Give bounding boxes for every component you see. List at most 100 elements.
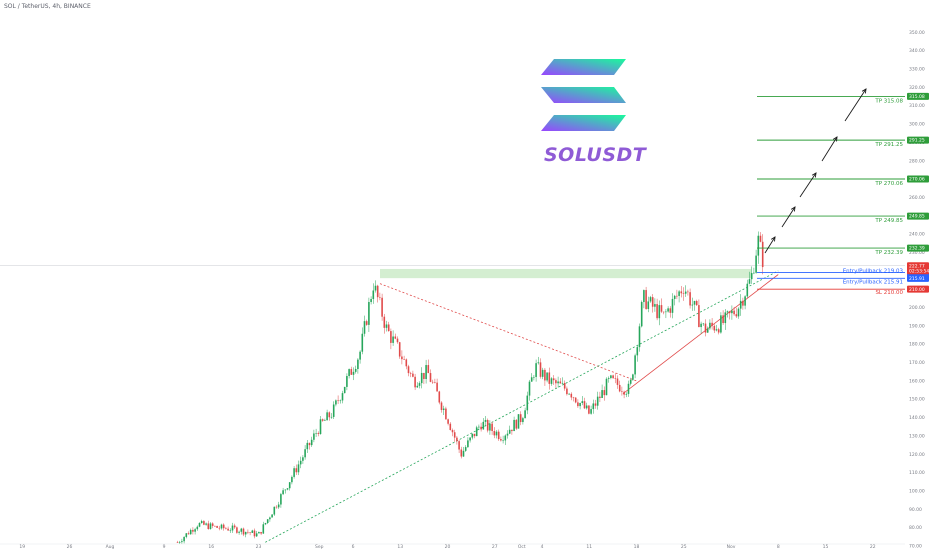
y-tick-label: 340.00 [909,48,925,54]
candle-body [440,402,443,410]
candle-body [319,419,322,434]
candle-body [588,405,590,414]
candle-body [332,404,335,417]
candle-body [275,506,278,508]
candle-body [346,376,348,387]
candle-body [361,333,364,352]
candle-body [530,377,533,382]
x-tick-label: 20 [445,544,451,550]
y-tick-label: 160.00 [909,378,925,384]
x-tick-label: Nov [727,544,736,550]
level-badge-text: 215.91 [909,276,925,282]
brand-title: SOLUSDT [544,144,647,166]
candle-body [607,378,610,379]
candle-body [205,523,207,525]
candle-body [550,378,553,384]
candle-body [541,369,544,377]
level-badge [907,175,929,183]
candle-body [629,379,632,384]
candle-body [647,301,650,309]
candle-body [665,311,667,313]
candle-body [500,439,502,441]
candle-body [176,542,179,543]
candle-body [398,342,401,357]
candle-body [753,272,755,274]
candle-body [737,308,740,317]
candle-body [339,400,342,402]
y-tick-label: 260.00 [909,195,925,201]
candle-body [698,305,700,328]
candle-body [570,393,573,398]
candle-body [363,321,366,334]
candle-body [420,372,423,384]
candle-body [596,396,599,406]
candle-body [302,457,304,461]
candle-body [189,529,192,535]
candle-body [645,290,647,309]
level-label: SL 210.00 [875,290,903,296]
logo-bar-top [541,59,626,75]
candle-layer [176,231,764,544]
candle-body [348,369,350,377]
candle-body [594,403,597,406]
zone-layer [380,268,752,279]
candle-body [392,336,394,343]
candle-body [649,297,652,302]
candle-body [517,414,520,429]
candle-body [306,442,309,450]
candle-body [515,419,518,429]
candle-body [282,490,284,495]
level-badge-text: 291.25 [909,138,925,144]
candle-body [374,285,377,291]
x-tick-label: 26 [67,544,73,550]
candle-body [522,418,524,423]
x-tick-label: 6 [352,544,355,550]
candle-body [557,381,559,384]
candle-body [341,393,344,401]
candle-body [242,528,245,535]
candle-body [200,521,203,524]
candle-body [581,401,584,404]
candle-body [537,362,540,364]
candle-body [218,527,221,529]
candle-body [247,531,249,533]
candle-body [183,536,185,542]
candle-body [328,412,331,418]
candle-body [207,523,210,530]
candle-body [491,423,493,432]
axis-layer: 70.00 80.00 90.00 100.00 110.00 120.00 130.00 1… [0,30,925,550]
candle-body [260,531,262,534]
candle-body [497,431,500,440]
candle-body [365,321,368,325]
y-tick-label: 100.00 [909,488,925,494]
level-label: Entry/Pullback 215.91 [843,279,903,285]
candle-body [544,369,546,381]
candle-body [579,403,581,407]
candle-body [297,464,300,473]
candle-body [216,525,218,528]
candle-body [590,409,592,414]
x-tick-label: 8 [777,544,780,550]
candle-body [229,530,232,532]
candle-body [431,381,434,383]
resistance-zone [380,268,752,279]
level-label: TP 291.25 [874,142,903,148]
candle-body [533,376,535,378]
candle-body [687,291,689,293]
level-label: TP 232.39 [874,250,903,256]
candle-body [750,273,753,280]
candle-body [324,420,326,421]
candle-body [442,408,445,410]
candle-body [304,449,306,458]
candle-body [709,322,711,329]
candle-body [434,382,436,383]
level-label: TP 270.06 [874,181,903,187]
candle-body [407,366,410,374]
candle-body [385,324,388,328]
candle-body [601,390,603,398]
level-badge [907,92,929,100]
x-tick-label: 9 [163,544,166,550]
candle-body [447,419,449,424]
candle-body [678,291,680,296]
